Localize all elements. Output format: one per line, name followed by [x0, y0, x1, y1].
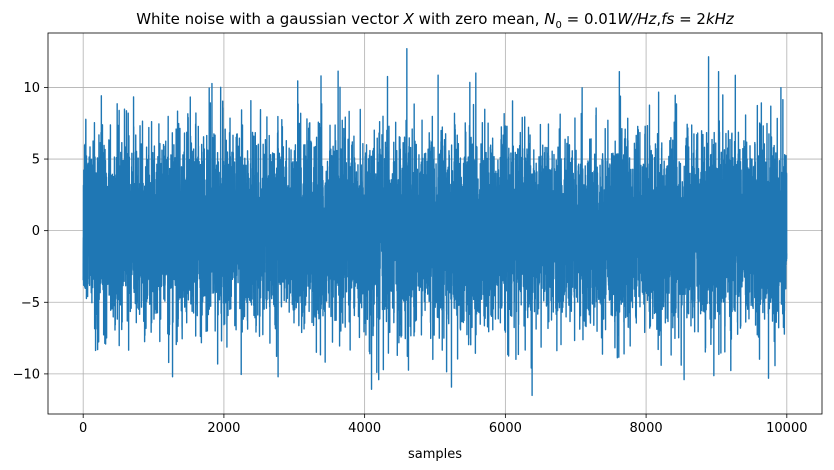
y-tick-label: 0: [32, 224, 40, 239]
title-mid: with zero mean,: [414, 10, 544, 28]
y-tick-label: −10: [13, 367, 40, 382]
y-axis-ticks: −10 −5 0 5 10: [13, 81, 48, 382]
title-unit: W/Hz: [617, 10, 657, 28]
title-fs-rest: = 2: [674, 10, 706, 28]
y-tick-label: 5: [32, 153, 40, 168]
x-tick-label: 6000: [489, 421, 522, 436]
title-n0: N: [544, 10, 555, 28]
x-tick-label: 4000: [348, 421, 381, 436]
x-tick-label: 8000: [630, 421, 663, 436]
title-var: X: [403, 10, 415, 28]
title-fs: fs: [661, 10, 674, 28]
x-tick-label: 0: [79, 421, 87, 436]
x-tick-label: 2000: [207, 421, 240, 436]
chart-title: White noise with a gaussian vector X wit…: [136, 10, 735, 31]
title-prefix: White noise with a gaussian vector: [136, 10, 403, 28]
y-tick-label: 10: [23, 81, 40, 96]
x-axis-label: samples: [408, 447, 462, 462]
x-axis-ticks: 0 2000 4000 6000 8000 10000: [79, 414, 807, 436]
x-tick-label: 10000: [766, 421, 807, 436]
noise-series-line: [82, 48, 788, 397]
title-n0-sub: 0: [555, 20, 561, 31]
title-n0-rest: = 0.01: [562, 10, 618, 28]
series-noise: [82, 48, 788, 397]
axes-frame: [47, 32, 823, 415]
title-sep: ,: [656, 10, 661, 28]
y-tick-label: −5: [21, 296, 40, 311]
title-fs-unit: kHz: [706, 10, 735, 28]
